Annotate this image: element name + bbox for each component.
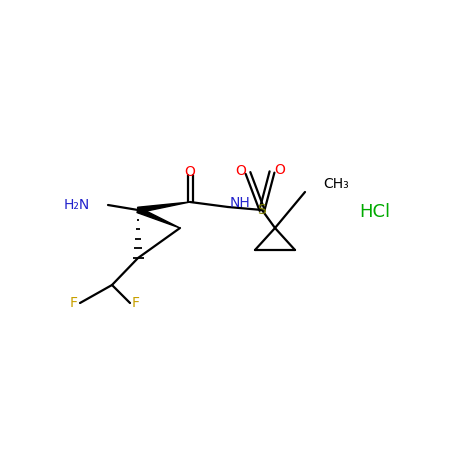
Text: HCl: HCl	[360, 203, 391, 221]
Text: O: O	[235, 164, 246, 178]
Text: F: F	[132, 296, 140, 310]
Text: O: O	[184, 165, 195, 179]
Text: CH₃: CH₃	[323, 177, 349, 191]
Text: F: F	[70, 296, 78, 310]
Polygon shape	[138, 202, 190, 213]
Text: H₂N: H₂N	[64, 198, 90, 212]
Text: O: O	[274, 163, 285, 177]
Text: S: S	[257, 203, 266, 217]
Polygon shape	[137, 207, 180, 228]
Text: NH: NH	[230, 196, 251, 210]
